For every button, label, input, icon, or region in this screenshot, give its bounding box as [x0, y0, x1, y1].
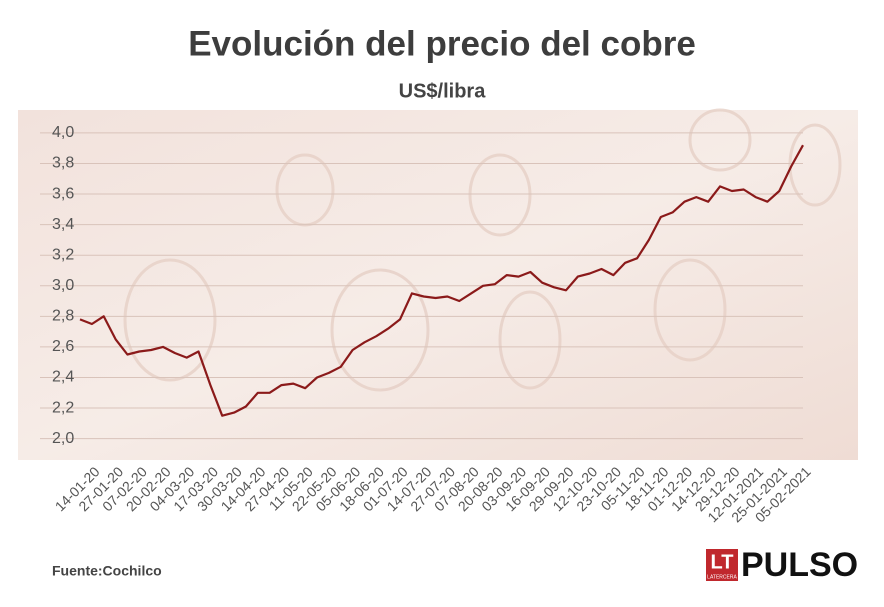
chart-title: Evolución del precio del cobre	[188, 24, 696, 63]
y-tick-label: 3,6	[52, 185, 74, 202]
y-tick-label: 2,4	[52, 369, 74, 386]
y-tick-label: 3,0	[52, 277, 74, 294]
logo-mark: LT	[711, 551, 734, 573]
source: Fuente:Cochilco	[52, 563, 162, 579]
logo-box	[706, 549, 738, 581]
logo-small: LATERCERA	[707, 574, 737, 580]
y-tick-label: 2,0	[52, 430, 74, 447]
plot-background	[18, 110, 858, 460]
y-tick-label: 2,2	[52, 399, 74, 416]
y-tick-label: 3,8	[52, 155, 74, 172]
pipe-decor	[123, 108, 842, 392]
y-tick-label: 3,4	[52, 216, 74, 233]
y-tick-label: 2,8	[52, 308, 74, 325]
line-series	[79, 144, 804, 417]
y-tick-label: 4,0	[52, 124, 74, 141]
logo-name: PULSO	[741, 546, 858, 584]
chart-subtitle: US$/libra	[399, 80, 487, 102]
y-tick-label: 3,2	[52, 246, 74, 263]
y-tick-label: 2,6	[52, 338, 74, 355]
